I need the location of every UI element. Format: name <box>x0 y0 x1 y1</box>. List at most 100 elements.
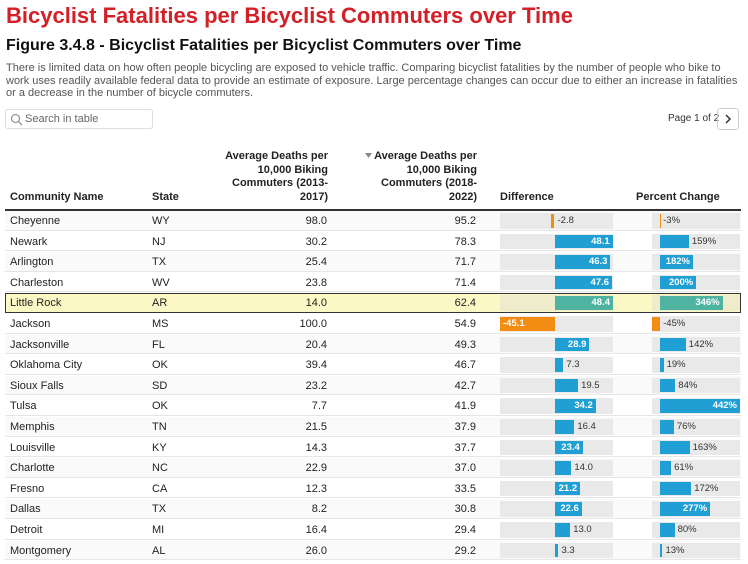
table-cell: 41.9 <box>454 400 476 413</box>
difference-label: -45.1 <box>503 318 525 329</box>
row-background <box>5 334 741 355</box>
percent-change-label: 76% <box>676 421 696 432</box>
search-box[interactable]: Search in table <box>5 109 153 129</box>
table-cell: Detroit <box>10 524 43 536</box>
percent-change-label: -3% <box>663 215 681 226</box>
row-background <box>5 314 741 334</box>
table-cell: 100.0 <box>299 318 327 330</box>
percent-change-label: 19% <box>666 359 686 371</box>
percent-change-bar <box>660 461 672 475</box>
percent-change-label: 159% <box>691 235 717 247</box>
table-cell: AR <box>152 297 168 310</box>
table-cell: 30.8 <box>454 503 476 516</box>
table-cell: 14.3 <box>305 441 327 454</box>
table-cell: 29.2 <box>454 544 476 557</box>
table-cell: TN <box>152 421 167 433</box>
table-cell: 26.0 <box>305 544 327 557</box>
row-background <box>5 231 741 252</box>
table-cell: Newark <box>10 235 48 248</box>
pagination-label: Page 1 of 2 <box>668 113 720 124</box>
percent-change-bar <box>660 440 690 455</box>
table-cell: WY <box>152 215 170 227</box>
next-page-button[interactable] <box>717 108 739 130</box>
search-icon <box>10 113 23 126</box>
row-background <box>5 272 741 293</box>
difference-bar <box>554 358 564 372</box>
table-cell: 71.4 <box>454 276 476 289</box>
difference-bar <box>554 523 571 537</box>
column-header[interactable]: Average Deaths per 10,000 Biking Commute… <box>374 150 477 203</box>
table-cell: TX <box>152 503 167 516</box>
table-cell: MI <box>152 524 165 536</box>
difference-bar <box>554 420 575 434</box>
row-background <box>5 355 741 375</box>
column-header[interactable]: Average Deaths per 10,000 Biking Commute… <box>225 150 328 203</box>
sort-icon <box>365 153 372 158</box>
table-cell: Jackson <box>10 318 51 330</box>
table-cell: Jacksonville <box>10 338 70 351</box>
column-header[interactable]: Difference <box>500 191 554 203</box>
table-cell: Charlotte <box>10 462 55 475</box>
table-cell: 71.7 <box>454 256 476 269</box>
percent-change-bar <box>660 481 692 496</box>
table-cell: 98.0 <box>305 215 327 227</box>
table-cell: NC <box>152 462 168 475</box>
difference-label: 46.3 <box>588 256 608 268</box>
percent-change-label: 277% <box>682 503 708 515</box>
difference-label: 28.9 <box>567 338 587 350</box>
table-cell: 16.4 <box>305 524 327 536</box>
percent-change-bar <box>660 234 689 249</box>
table-cell: Little Rock <box>10 297 62 310</box>
column-header[interactable]: Percent Change <box>636 191 720 203</box>
column-header[interactable]: State <box>152 191 179 203</box>
table-cell: Oklahoma City <box>10 359 83 372</box>
table-cell: 42.7 <box>454 379 476 392</box>
table-cell: 37.7 <box>454 441 476 454</box>
bar-track <box>652 357 740 373</box>
difference-label: 22.6 <box>560 503 579 515</box>
row-background <box>5 540 741 561</box>
percent-change-bar <box>660 255 693 269</box>
bar-track <box>652 213 740 229</box>
difference-bar <box>554 337 590 352</box>
difference-bar <box>554 502 582 516</box>
highlighted-row <box>5 293 741 313</box>
difference-label: -2.8 <box>557 215 574 226</box>
table-cell: OK <box>152 359 168 372</box>
difference-label: 19.5 <box>581 379 600 391</box>
table-cell: 54.9 <box>454 318 476 330</box>
column-header[interactable]: Community Name <box>10 191 104 203</box>
search-placeholder: Search in table <box>25 113 99 125</box>
difference-label: 47.6 <box>590 276 610 288</box>
difference-bar <box>551 214 555 228</box>
row-background <box>5 417 741 437</box>
difference-label: 3.3 <box>561 544 575 556</box>
table-cell: KY <box>152 441 167 454</box>
difference-label: 16.4 <box>577 421 596 432</box>
table-cell: 20.4 <box>305 338 327 351</box>
table-cell: Cheyenne <box>10 215 61 227</box>
table-cell: 14.0 <box>305 297 327 310</box>
percent-change-bar <box>660 378 676 393</box>
percent-change-label: 172% <box>694 482 719 494</box>
difference-bar <box>554 481 581 496</box>
difference-bar <box>500 317 555 331</box>
figure-title: Figure 3.4.8 - Bicyclist Fatalities per … <box>6 37 522 54</box>
table-cell: 8.2 <box>311 503 327 516</box>
percent-change-label: 182% <box>665 256 691 268</box>
page-title: Bicyclist Fatalities per Bicyclist Commu… <box>6 3 573 28</box>
percent-change-bar <box>660 420 674 434</box>
row-background <box>5 478 741 499</box>
percent-change-bar <box>660 337 686 352</box>
row-background <box>5 437 741 458</box>
percent-change-label: 61% <box>674 462 694 474</box>
description: There is limited data on how often peopl… <box>6 62 738 99</box>
difference-label: 21.2 <box>558 482 578 494</box>
table-cell: 25.4 <box>305 256 327 269</box>
table-cell: 49.3 <box>454 338 476 351</box>
table-cell: 62.4 <box>454 297 476 310</box>
table-cell: SD <box>152 379 168 392</box>
difference-bar <box>554 378 579 393</box>
row-background <box>5 396 741 416</box>
